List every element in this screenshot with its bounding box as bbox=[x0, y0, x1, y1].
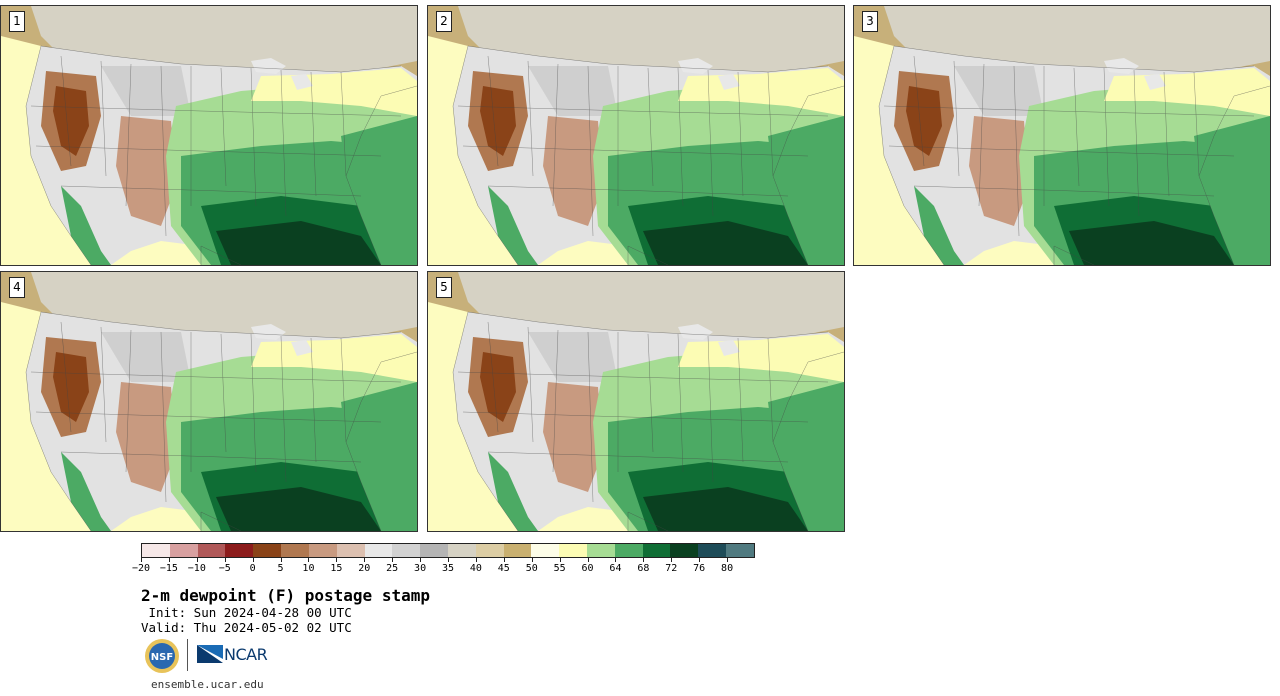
colorbar-tick bbox=[587, 558, 589, 562]
colorbar-tick-label: 60 bbox=[581, 563, 594, 574]
colorbar-ticks: −20 −15 −10 −5 0 5 10 15 20 25 30 35 40 45 50 55 60 64 68 7… bbox=[132, 558, 755, 578]
colorbar-tick-label: 5 bbox=[277, 563, 284, 574]
colorbar-tick bbox=[503, 558, 505, 562]
panel-number-label: 4 bbox=[9, 277, 25, 298]
colorbar-swatch bbox=[614, 544, 643, 557]
colorbar-swatch bbox=[169, 544, 198, 557]
colorbar-tick-label: −10 bbox=[187, 563, 206, 574]
colorbar-swatch bbox=[503, 544, 532, 557]
panel-number-label: 2 bbox=[436, 11, 452, 32]
colorbar-swatch bbox=[364, 544, 393, 557]
member-panel-1: 1 bbox=[0, 5, 418, 266]
colorbar-swatch bbox=[336, 544, 365, 557]
colorbar-swatch bbox=[142, 544, 170, 557]
valid-time: Valid: Thu 2024-05-02 02 UTC bbox=[141, 620, 352, 635]
panel-number-label: 1 bbox=[9, 11, 25, 32]
member-panel-5: 5 bbox=[427, 271, 845, 532]
colorbar-swatch bbox=[559, 544, 587, 557]
colorbar-tick bbox=[224, 558, 226, 562]
colorbar-swatch bbox=[670, 544, 699, 557]
ncar-logo-mark bbox=[197, 645, 223, 663]
colorbar-tick bbox=[252, 558, 254, 562]
colorbar-swatch bbox=[642, 544, 671, 557]
colorbar-tick-label: 20 bbox=[358, 563, 371, 574]
logos: NSF NCAR bbox=[144, 637, 284, 675]
colorbar-tick bbox=[559, 558, 561, 562]
colorbar-swatch bbox=[447, 544, 476, 557]
colorbar-swatch bbox=[225, 544, 254, 557]
colorbar-tick-label: 25 bbox=[386, 563, 399, 574]
colorbar-tick bbox=[475, 558, 477, 562]
colorbar-tick bbox=[141, 558, 142, 562]
colorbar-tick bbox=[392, 558, 394, 562]
nsf-logo: NSF bbox=[145, 639, 179, 673]
member-panel-4: 4 bbox=[0, 271, 418, 532]
colorbar-tick-label: 0 bbox=[249, 563, 256, 574]
colorbar-tick bbox=[615, 558, 617, 562]
colorbar-swatch bbox=[531, 544, 560, 557]
panel-number-label: 5 bbox=[436, 277, 452, 298]
logo-divider bbox=[187, 639, 188, 671]
dewpoint-colorbar bbox=[141, 543, 755, 558]
colorbar-swatch bbox=[308, 544, 337, 557]
colorbar-tick-label: 64 bbox=[609, 563, 622, 574]
colorbar-tick-label: 15 bbox=[330, 563, 343, 574]
colorbar-tick bbox=[448, 558, 449, 562]
colorbar-tick-label: −15 bbox=[159, 563, 178, 574]
dewpoint-map bbox=[1, 272, 417, 531]
colorbar-tick-label: 68 bbox=[637, 563, 650, 574]
colorbar-tick-label: 30 bbox=[414, 563, 427, 574]
colorbar-tick-label: 35 bbox=[441, 563, 455, 574]
colorbar-tick bbox=[280, 558, 282, 562]
colorbar-swatch bbox=[197, 544, 226, 557]
colorbar-tick-label: −20 bbox=[131, 563, 151, 574]
colorbar-tick-label: 50 bbox=[525, 563, 538, 574]
dewpoint-map bbox=[428, 272, 844, 531]
dewpoint-map bbox=[1, 6, 417, 265]
colorbar-swatch bbox=[420, 544, 448, 557]
member-panel-2: 2 bbox=[427, 5, 845, 266]
colorbar-swatch bbox=[475, 544, 504, 557]
colorbar-tick-label: 76 bbox=[693, 563, 706, 574]
init-time: Init: Sun 2024-04-28 00 UTC bbox=[141, 605, 352, 620]
colorbar-swatch bbox=[698, 544, 727, 557]
colorbar-tick bbox=[643, 558, 645, 562]
colorbar-tick bbox=[727, 558, 729, 562]
colorbar-tick bbox=[671, 558, 673, 562]
dewpoint-map bbox=[428, 6, 844, 265]
panel-number-label: 3 bbox=[862, 11, 878, 32]
colorbar-swatch bbox=[281, 544, 309, 557]
colorbar-tick bbox=[364, 558, 366, 562]
colorbar-tick bbox=[308, 558, 310, 562]
colorbar-tick-label: 55 bbox=[553, 563, 566, 574]
colorbar-tick-label: 40 bbox=[469, 563, 482, 574]
colorbar-swatch bbox=[392, 544, 421, 557]
colorbar-swatch bbox=[587, 544, 615, 557]
colorbar-tick bbox=[420, 558, 422, 562]
colorbar-tick-label: 80 bbox=[721, 563, 734, 574]
colorbar-tick bbox=[196, 558, 198, 562]
colorbar-tick bbox=[168, 558, 170, 562]
colorbar-tick bbox=[336, 558, 338, 562]
ncar-logo-text: NCAR bbox=[224, 645, 268, 664]
colorbar-tick bbox=[531, 558, 533, 562]
colorbar-swatch bbox=[726, 544, 754, 557]
colorbar-swatch bbox=[253, 544, 282, 557]
site-url[interactable]: ensemble.ucar.edu bbox=[151, 678, 264, 691]
page-title: 2-m dewpoint (F) postage stamp bbox=[141, 586, 430, 605]
member-panel-3: 3 bbox=[853, 5, 1271, 266]
colorbar-tick bbox=[699, 558, 701, 562]
colorbar-tick-label: 10 bbox=[302, 563, 315, 574]
colorbar-tick-label: −5 bbox=[218, 563, 231, 574]
colorbar-tick-label: 45 bbox=[497, 563, 510, 574]
nsf-logo-text: NSF bbox=[151, 652, 173, 663]
colorbar-tick-label: 72 bbox=[665, 563, 678, 574]
dewpoint-map bbox=[854, 6, 1270, 265]
